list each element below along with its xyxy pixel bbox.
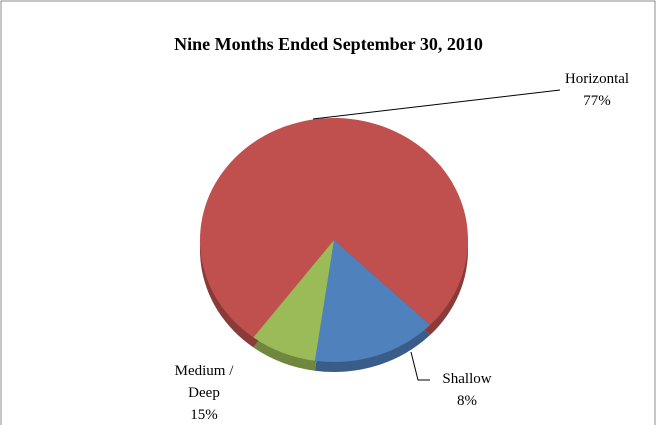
- value-label: 77%: [583, 93, 611, 109]
- slice-label: Medium / Deep 15%: [173, 360, 235, 425]
- slice-label: Horizontal 77%: [565, 68, 629, 112]
- pie: [200, 117, 468, 372]
- slice: [253, 240, 334, 361]
- value-label: 15%: [190, 407, 218, 423]
- chart-title: Nine Months Ended September 30, 2010: [174, 34, 483, 54]
- category-label: Shallow: [442, 371, 492, 387]
- category-label: Horizontal: [564, 71, 630, 87]
- leader-line: [312, 89, 561, 120]
- slice: [200, 117, 468, 338]
- category-label: Medium / Deep: [174, 363, 234, 401]
- value-label: 8%: [456, 393, 477, 409]
- leader-line: [410, 351, 430, 381]
- slice: [314, 240, 431, 362]
- slice-label: Shallow 8%: [442, 368, 491, 412]
